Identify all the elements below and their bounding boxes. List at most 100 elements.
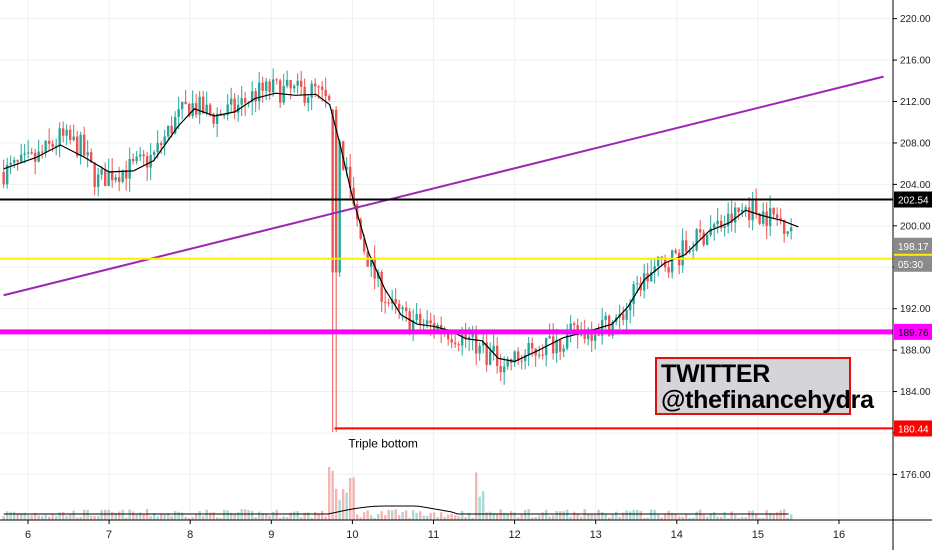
volume-bar: [191, 516, 194, 520]
candle-body: [93, 162, 96, 188]
level-label-180-44-bg[interactable]: [894, 420, 932, 437]
volume-bar: [639, 511, 642, 520]
candle-body: [184, 101, 187, 104]
volume-bar: [548, 516, 551, 520]
candle-body: [296, 80, 299, 86]
volume-bar: [471, 517, 474, 520]
y-tick-label: 220.00: [900, 14, 931, 25]
volume-bar: [103, 509, 107, 520]
x-tick-label: 6: [25, 529, 31, 541]
current-price-label-bg[interactable]: [894, 237, 932, 254]
volume-bar: [674, 514, 677, 520]
volume-bar: [488, 511, 492, 520]
volume-bar: [376, 514, 380, 520]
candle-body: [387, 302, 390, 304]
y-tick-label: 188.00: [900, 346, 931, 357]
candle-body: [121, 170, 124, 182]
candle-body: [313, 83, 317, 87]
candle-body: [163, 136, 166, 146]
volume-bar: [569, 516, 572, 520]
candle-body: [621, 313, 625, 320]
current-price-label[interactable]: 198.17: [898, 242, 929, 253]
volume-bar: [369, 515, 373, 520]
candle-body: [229, 98, 233, 105]
volume-bar: [765, 510, 768, 520]
volume-bar: [789, 514, 793, 520]
volume-bar: [271, 511, 275, 520]
candle-body: [177, 109, 180, 117]
candle-body: [625, 310, 628, 320]
volume-bar: [359, 517, 362, 520]
candle-body: [516, 351, 520, 361]
level-label-189-76[interactable]: 189.76: [898, 328, 929, 339]
volume-bar: [450, 513, 453, 520]
volume-bar: [551, 515, 555, 520]
volume-bar: [219, 517, 222, 520]
volume-bar: [663, 514, 667, 520]
x-tick-label: 8: [187, 529, 193, 541]
y-tick-label: 192.00: [900, 304, 931, 315]
volume-bar: [432, 512, 436, 520]
volume-bar: [313, 512, 317, 520]
level-label-202-54[interactable]: 202.54: [898, 196, 929, 207]
candle-body: [530, 343, 534, 349]
countdown-timer-label[interactable]: 05:30: [898, 260, 923, 271]
volume-bar: [264, 514, 268, 520]
candle-body: [299, 80, 303, 87]
volume-bar: [761, 517, 765, 520]
volume-bar: [334, 488, 338, 520]
candle-body: [117, 177, 121, 182]
volume-bar: [107, 509, 110, 520]
volume-bar: [205, 509, 208, 520]
candle-body: [89, 152, 93, 163]
candle-body: [96, 174, 100, 188]
candle-body: [520, 360, 523, 362]
volume-bar: [439, 512, 443, 520]
volume-bar: [411, 510, 415, 520]
volume-bar: [537, 515, 541, 520]
candle-body: [236, 104, 240, 113]
countdown-timer-label-bg[interactable]: [894, 255, 932, 272]
candle-body: [705, 235, 709, 245]
volume-bar: [635, 509, 639, 520]
candle-body: [9, 162, 12, 165]
volume-bar: [173, 511, 177, 520]
volume-bar: [9, 512, 12, 520]
volume-bar: [152, 512, 156, 520]
volume-bar: [19, 513, 23, 520]
candle-body: [684, 240, 688, 252]
volume-bar: [478, 496, 481, 520]
candle-body: [761, 211, 765, 224]
level-label-180-44[interactable]: 180.44: [898, 424, 929, 435]
candle-body: [362, 238, 366, 252]
candle-body: [474, 329, 478, 354]
volume-bar: [2, 516, 5, 520]
candle-body: [537, 354, 541, 356]
volume-bar: [625, 510, 628, 520]
volume-bar: [656, 514, 660, 520]
volume-bar: [366, 510, 369, 520]
candle-body: [170, 125, 173, 134]
candle-body: [107, 171, 110, 187]
candle-body: [709, 228, 712, 236]
volume-bar: [586, 513, 590, 520]
volume-bar: [782, 509, 786, 520]
volume-bar: [37, 515, 40, 520]
y-tick-label: 200.00: [900, 221, 931, 232]
volume-bar: [299, 517, 303, 520]
candle-body: [254, 91, 257, 102]
candle-body: [401, 307, 404, 310]
level-label-189-76-bg[interactable]: [894, 323, 932, 340]
volume-bar: [23, 512, 26, 520]
level-label-202-54-bg[interactable]: [894, 191, 932, 208]
volume-bar: [737, 517, 740, 520]
volume-bar: [415, 512, 418, 520]
volume-bar: [390, 510, 394, 520]
candle-body: [201, 96, 205, 114]
volume-bar: [621, 512, 625, 520]
volume-bar: [481, 491, 485, 520]
volume-bar: [632, 509, 635, 520]
candle-body: [719, 220, 723, 228]
candle-body: [250, 91, 254, 103]
